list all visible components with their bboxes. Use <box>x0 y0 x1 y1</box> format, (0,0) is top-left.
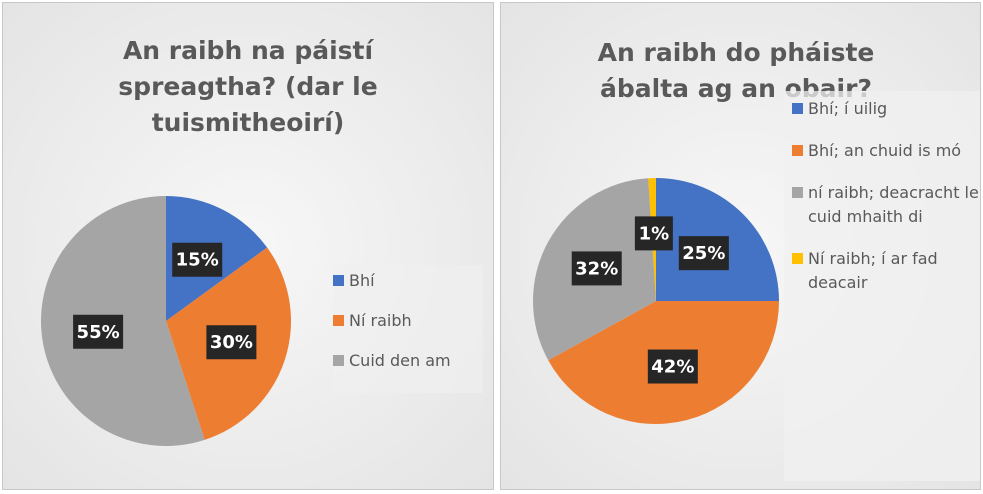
legend-label: Cuid den am <box>349 351 451 370</box>
data-label: 42% <box>651 357 694 378</box>
data-label: 1% <box>639 223 670 244</box>
data-label: 55% <box>77 322 120 343</box>
chart-panel: 25% 42% 32% 1% An raibh do pháiste ábalta a… <box>500 2 981 490</box>
legend-swatch <box>792 253 803 264</box>
data-label: 30% <box>210 332 253 353</box>
legend: Bhí; í uilig Bhí; an chuid is mó ní raibh;… <box>784 91 980 481</box>
legend-item: Bhí; í uilig <box>792 97 980 121</box>
legend-label: Bhí <box>349 271 375 290</box>
data-label-box <box>678 236 729 271</box>
legend-label: ní raibh; deacracht le cuid mhaith di <box>808 183 979 226</box>
legend-item: Bhí; an chuid is mó <box>792 139 980 163</box>
legend-label: Ní raibh <box>349 311 412 330</box>
chart-panel: 15% 30% 55% An raibh na páistí spreagtha? … <box>2 2 494 490</box>
data-label-box <box>73 314 124 349</box>
legend-item: Ní raibh; í ar fad deacair <box>792 247 980 295</box>
data-label: 32% <box>575 258 618 279</box>
legend: Bhí Ní raibh Cuid den am <box>333 265 483 393</box>
pie-area: 25% 42% 32% 1% <box>533 178 779 424</box>
data-label: 15% <box>176 250 219 271</box>
chart-title: An raibh do pháiste ábalta ag an obair? <box>597 38 875 103</box>
chart-title: An raibh na páistí spreagtha? (dar le tu… <box>118 36 378 137</box>
legend-swatch <box>333 315 344 326</box>
legend-swatch <box>792 145 803 156</box>
legend-label: Ní raibh; í ar fad deacair <box>808 249 938 292</box>
legend-swatch <box>792 187 803 198</box>
data-label: 25% <box>682 243 725 264</box>
legend-label: Bhí; í uilig <box>808 99 888 118</box>
data-label-box <box>172 242 223 277</box>
pie-area: 15% 30% 55% <box>41 196 292 446</box>
data-label-box <box>647 349 698 384</box>
legend-item: Ní raibh <box>333 309 483 333</box>
data-label-box <box>571 251 622 286</box>
legend-swatch <box>333 355 344 366</box>
legend-label: Bhí; an chuid is mó <box>808 141 962 160</box>
legend-item: Cuid den am <box>333 349 483 373</box>
data-label-box <box>206 325 257 360</box>
legend-item: Bhí <box>333 269 483 293</box>
legend-swatch <box>792 103 803 114</box>
data-label-box <box>634 216 673 251</box>
legend-item: ní raibh; deacracht le cuid mhaith di <box>792 181 980 229</box>
legend-swatch <box>333 275 344 286</box>
